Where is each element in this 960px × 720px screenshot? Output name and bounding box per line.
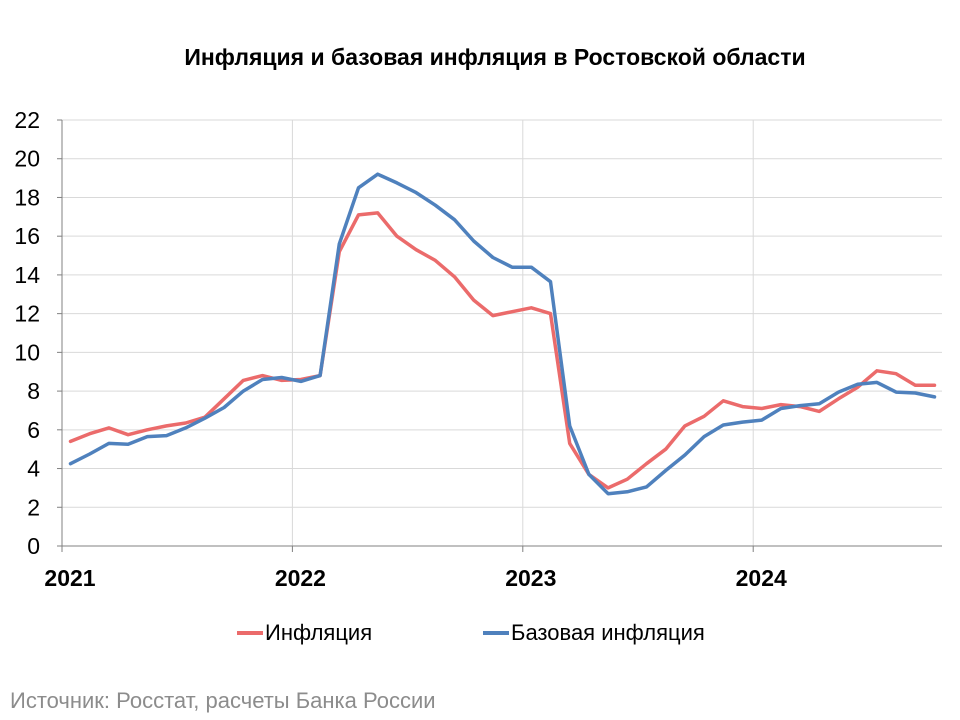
y-tick-label: 22 xyxy=(14,107,40,133)
y-tick-label: 2 xyxy=(27,494,40,520)
chart-title: Инфляция и базовая инфляция в Ростовской… xyxy=(184,44,806,70)
series-line-core-inflation xyxy=(68,172,937,496)
legend-label-core-inflation: Базовая инфляция xyxy=(511,620,705,645)
y-tick-label: 0 xyxy=(27,533,40,559)
x-tick-label: 2021 xyxy=(44,565,95,591)
x-axis-ticks: 2021 2022 2023 2024 xyxy=(44,565,787,591)
y-tick-label: 10 xyxy=(14,339,40,365)
x-tick-label: 2024 xyxy=(736,565,787,591)
x-tick-label: 2023 xyxy=(505,565,556,591)
legend-item-inflation: Инфляция xyxy=(237,620,372,646)
legend-swatch-inflation xyxy=(237,631,263,635)
series-lines xyxy=(68,172,937,496)
legend-label-inflation: Инфляция xyxy=(265,620,373,645)
y-tick-label: 6 xyxy=(27,417,40,443)
legend: Инфляция Базовая инфляция xyxy=(0,620,960,650)
y-tick-label: 8 xyxy=(27,378,40,404)
series-line-inflation xyxy=(68,211,937,490)
y-tick-label: 12 xyxy=(14,301,40,327)
y-tick-label: 20 xyxy=(14,146,40,172)
legend-swatch-core-inflation xyxy=(483,631,509,635)
source-note: Источник: Росстат, расчеты Банка России xyxy=(10,688,436,713)
x-tick-label: 2022 xyxy=(275,565,326,591)
gridlines xyxy=(62,119,942,546)
y-tick-label: 4 xyxy=(27,456,40,482)
y-tick-label: 14 xyxy=(14,262,40,288)
y-axis-ticks: 0 2 4 6 8 10 12 14 16 18 20 22 xyxy=(14,107,40,559)
legend-item-core-inflation: Базовая инфляция xyxy=(483,620,705,646)
y-tick-label: 18 xyxy=(14,184,40,210)
axes xyxy=(57,119,942,552)
y-tick-label: 16 xyxy=(14,223,40,249)
